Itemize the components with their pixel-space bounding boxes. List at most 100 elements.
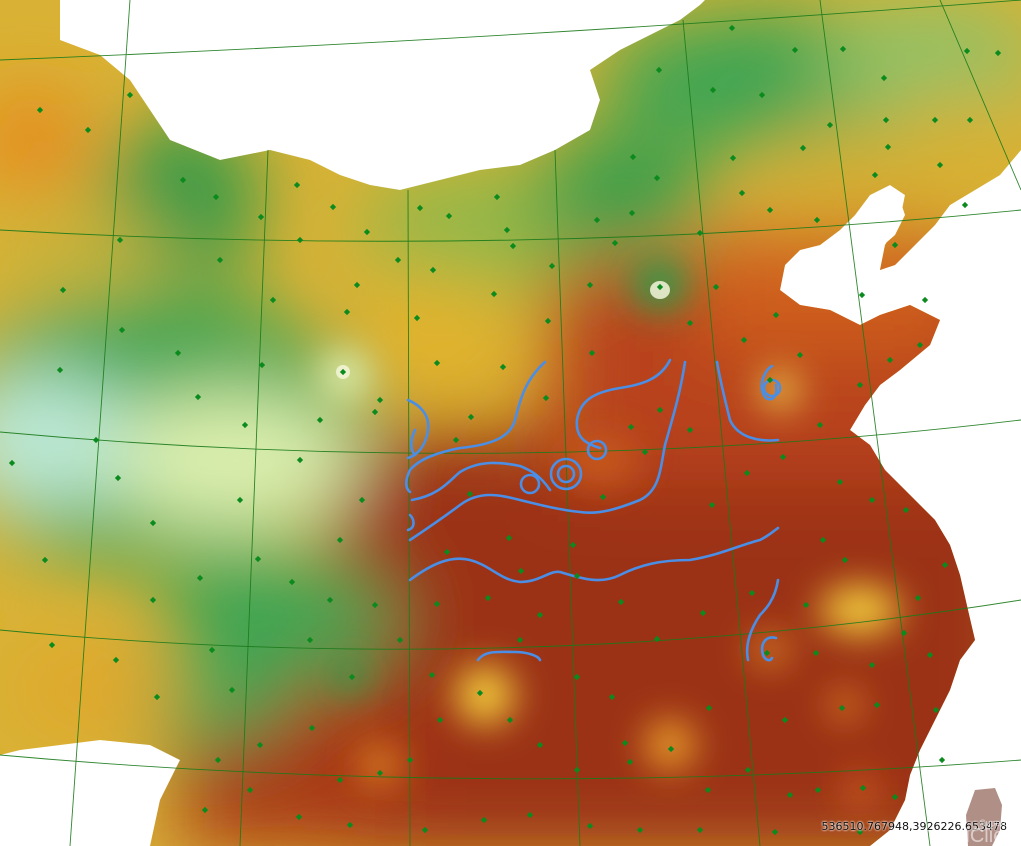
station-marker bbox=[429, 266, 437, 274]
station-marker bbox=[859, 784, 867, 792]
station-marker bbox=[763, 649, 771, 657]
station-marker bbox=[509, 242, 517, 250]
station-marker bbox=[421, 826, 429, 834]
contour-line bbox=[476, 650, 542, 662]
contour-ring bbox=[556, 464, 576, 484]
station-marker bbox=[814, 786, 822, 794]
station-marker bbox=[394, 256, 402, 264]
contour-line bbox=[410, 461, 552, 502]
station-marker bbox=[705, 704, 713, 712]
watermark: SuperMap iClient bbox=[965, 819, 1021, 846]
station-marker bbox=[288, 578, 296, 586]
station-marker bbox=[536, 611, 544, 619]
station-marker bbox=[308, 724, 316, 732]
sea-mask bbox=[0, 200, 905, 846]
station-marker bbox=[873, 701, 881, 709]
contour-line bbox=[715, 360, 780, 442]
station-marker bbox=[868, 661, 876, 669]
station-marker bbox=[346, 821, 354, 829]
station-marker bbox=[696, 826, 704, 834]
station-marker bbox=[858, 291, 866, 299]
station-marker bbox=[371, 408, 379, 416]
station-marker bbox=[376, 769, 384, 777]
station-marker bbox=[413, 314, 421, 322]
station-marker bbox=[608, 693, 616, 701]
station-marker bbox=[306, 636, 314, 644]
station-marker bbox=[536, 741, 544, 749]
station-marker bbox=[116, 236, 124, 244]
station-marker bbox=[781, 716, 789, 724]
station-marker bbox=[490, 290, 498, 298]
station-marker bbox=[626, 758, 634, 766]
station-marker bbox=[506, 716, 514, 724]
station-marker bbox=[436, 716, 444, 724]
station-marker bbox=[339, 368, 347, 376]
station-marker bbox=[269, 296, 277, 304]
station-marker bbox=[376, 396, 384, 404]
station-marker bbox=[428, 671, 436, 679]
station-marker bbox=[699, 609, 707, 617]
contour-line bbox=[408, 360, 687, 542]
station-marker bbox=[802, 601, 810, 609]
station-marker bbox=[621, 739, 629, 747]
station-marker bbox=[476, 689, 484, 697]
station-marker bbox=[653, 635, 661, 643]
station-marker bbox=[856, 828, 864, 836]
station-marker bbox=[569, 541, 577, 549]
station-marker bbox=[36, 106, 44, 114]
taiwan-landmass bbox=[966, 788, 1002, 846]
station-marker bbox=[517, 567, 525, 575]
station-marker bbox=[358, 496, 366, 504]
station-marker bbox=[812, 649, 820, 657]
station-marker bbox=[326, 596, 334, 604]
station-marker bbox=[961, 201, 969, 209]
station-marker bbox=[84, 126, 92, 134]
station-marker bbox=[348, 673, 356, 681]
station-marker bbox=[452, 436, 460, 444]
station-marker bbox=[667, 745, 675, 753]
station-marker bbox=[467, 413, 475, 421]
station-marker bbox=[336, 536, 344, 544]
contour-ring bbox=[549, 457, 583, 491]
station-marker bbox=[932, 706, 940, 714]
contour-ring bbox=[519, 473, 541, 495]
station-marker bbox=[748, 589, 756, 597]
station-marker bbox=[258, 361, 266, 369]
contour-line bbox=[409, 428, 417, 457]
station-marker bbox=[586, 822, 594, 830]
station-marker bbox=[900, 629, 908, 637]
coordinate-readout: 536510.767948,3926226.653478 bbox=[821, 820, 1007, 833]
station-marker bbox=[353, 281, 361, 289]
contour-line bbox=[760, 636, 778, 662]
station-marker bbox=[841, 556, 849, 564]
watermark-line2: iClient bbox=[965, 825, 1021, 846]
station-marker bbox=[179, 176, 187, 184]
station-marker bbox=[371, 601, 379, 609]
watermark-line1: SuperMap bbox=[979, 818, 1021, 828]
station-marker bbox=[926, 651, 934, 659]
station-marker bbox=[838, 704, 846, 712]
station-marker bbox=[516, 636, 524, 644]
station-marker bbox=[819, 536, 827, 544]
contour-line bbox=[408, 526, 780, 584]
contour-line bbox=[760, 364, 778, 401]
station-marker bbox=[771, 828, 779, 836]
station-marker bbox=[343, 308, 351, 316]
station-marker bbox=[526, 811, 534, 819]
station-marker bbox=[406, 756, 414, 764]
contour-line bbox=[745, 578, 780, 662]
station-marker bbox=[443, 548, 451, 556]
station-marker bbox=[938, 756, 946, 764]
contour-line bbox=[406, 398, 430, 460]
station-marker bbox=[617, 598, 625, 606]
station-marker bbox=[921, 296, 929, 304]
station-marker bbox=[484, 594, 492, 602]
station-marker bbox=[256, 741, 264, 749]
station-marker bbox=[396, 636, 404, 644]
station-marker bbox=[505, 534, 513, 542]
station-marker bbox=[891, 793, 899, 801]
station-marker bbox=[316, 416, 324, 424]
